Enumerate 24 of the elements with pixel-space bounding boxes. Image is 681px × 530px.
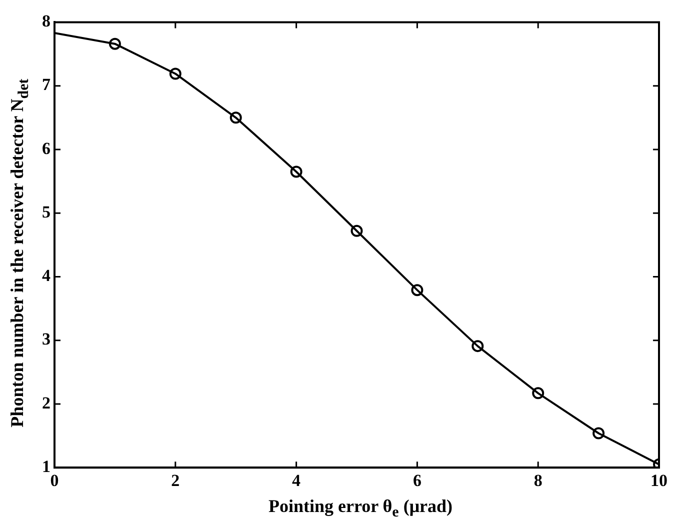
y-tick-label: 1 bbox=[42, 456, 50, 476]
point bbox=[169, 68, 182, 80]
y-tick-label: 7 bbox=[42, 75, 51, 94]
point bbox=[290, 166, 302, 178]
y-tick-label: 5 bbox=[42, 202, 50, 222]
x-tick-label: 0 bbox=[50, 471, 59, 490]
x-tick-label: 6 bbox=[412, 471, 422, 490]
point bbox=[592, 427, 605, 440]
point bbox=[108, 38, 121, 50]
y-tick-label: 6 bbox=[42, 138, 50, 158]
x-tick-label: 2 bbox=[171, 471, 180, 490]
x-tick-label: 8 bbox=[534, 471, 542, 490]
x-axis-title: Pointing error θ$_{e}$ (μrad) bbox=[267, 496, 454, 522]
point bbox=[230, 112, 242, 124]
x-tick-label: 4 bbox=[292, 471, 302, 490]
point bbox=[411, 284, 424, 296]
point bbox=[350, 224, 363, 237]
point bbox=[532, 387, 544, 400]
y-tick-label: 4 bbox=[42, 266, 51, 286]
y-tick-label: 3 bbox=[42, 330, 50, 349]
y-tick-label: 8 bbox=[42, 12, 50, 31]
y-tick-label: 2 bbox=[42, 393, 50, 412]
x-tick-label: 10 bbox=[650, 471, 668, 490]
point bbox=[472, 340, 484, 352]
